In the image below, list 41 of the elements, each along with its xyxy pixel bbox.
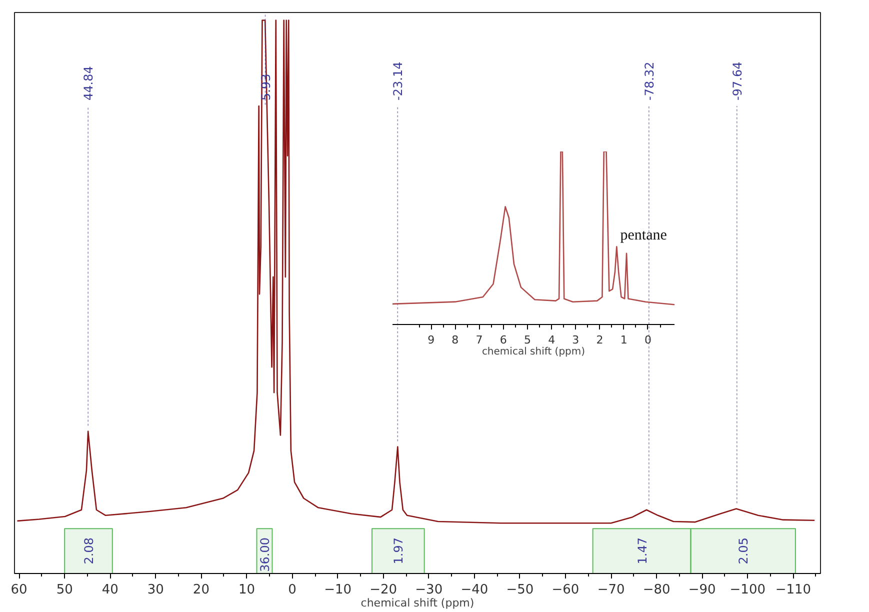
x-axis-title: chemical shift (ppm)	[360, 596, 474, 610]
x-tick-label: 30	[147, 582, 164, 598]
band-label: 2.05	[736, 538, 751, 564]
annotation: pentane	[620, 227, 668, 244]
band-label: 1.97	[392, 538, 406, 564]
x-tick-label: −40	[460, 582, 488, 598]
annotation: 5.93	[258, 74, 273, 100]
x-tick-label: 40	[102, 582, 118, 598]
x-tick-label: −90	[688, 582, 716, 598]
x-tick-label: 20	[192, 582, 210, 598]
x-tick-label: 50	[56, 582, 73, 598]
x-tick-label: −100	[730, 582, 766, 598]
x-tick-label: 1	[620, 334, 628, 346]
band-label: 1.47	[635, 538, 650, 564]
x-tick-label: 10	[238, 582, 256, 598]
annotation: 44.84	[82, 66, 96, 100]
annotation: -97.64	[730, 62, 744, 100]
annotation: -78.32	[642, 62, 656, 100]
x-axis-title: chemical shift (ppm)	[482, 346, 586, 358]
x-tick-label: −70	[597, 582, 625, 598]
band-label: 2.08	[82, 538, 96, 564]
band-label: 36.00	[258, 538, 272, 572]
x-tick-label: −10	[324, 582, 352, 598]
x-tick-label: −60	[552, 582, 580, 598]
x-tick-label: −80	[642, 582, 670, 598]
x-tick-label: 4	[548, 334, 556, 346]
x-tick-label: −30	[415, 582, 443, 598]
x-tick-label: −50	[506, 582, 534, 598]
x-tick-label: 5	[524, 334, 531, 346]
x-tick-label: 7	[476, 334, 483, 346]
x-tick-label: 9	[428, 334, 435, 346]
x-tick-label: −20	[370, 582, 398, 598]
x-tick-label: 0	[288, 582, 296, 598]
x-tick-label: 3	[572, 334, 580, 346]
x-tick-label: 6	[500, 334, 507, 346]
x-tick-label: 8	[452, 334, 459, 346]
x-tick-label: 0	[644, 334, 652, 346]
annotation: -23.14	[391, 62, 406, 100]
x-tick-label: 2	[596, 334, 604, 346]
x-tick-label: 60	[10, 582, 28, 598]
x-tick-label: −110	[775, 582, 812, 598]
